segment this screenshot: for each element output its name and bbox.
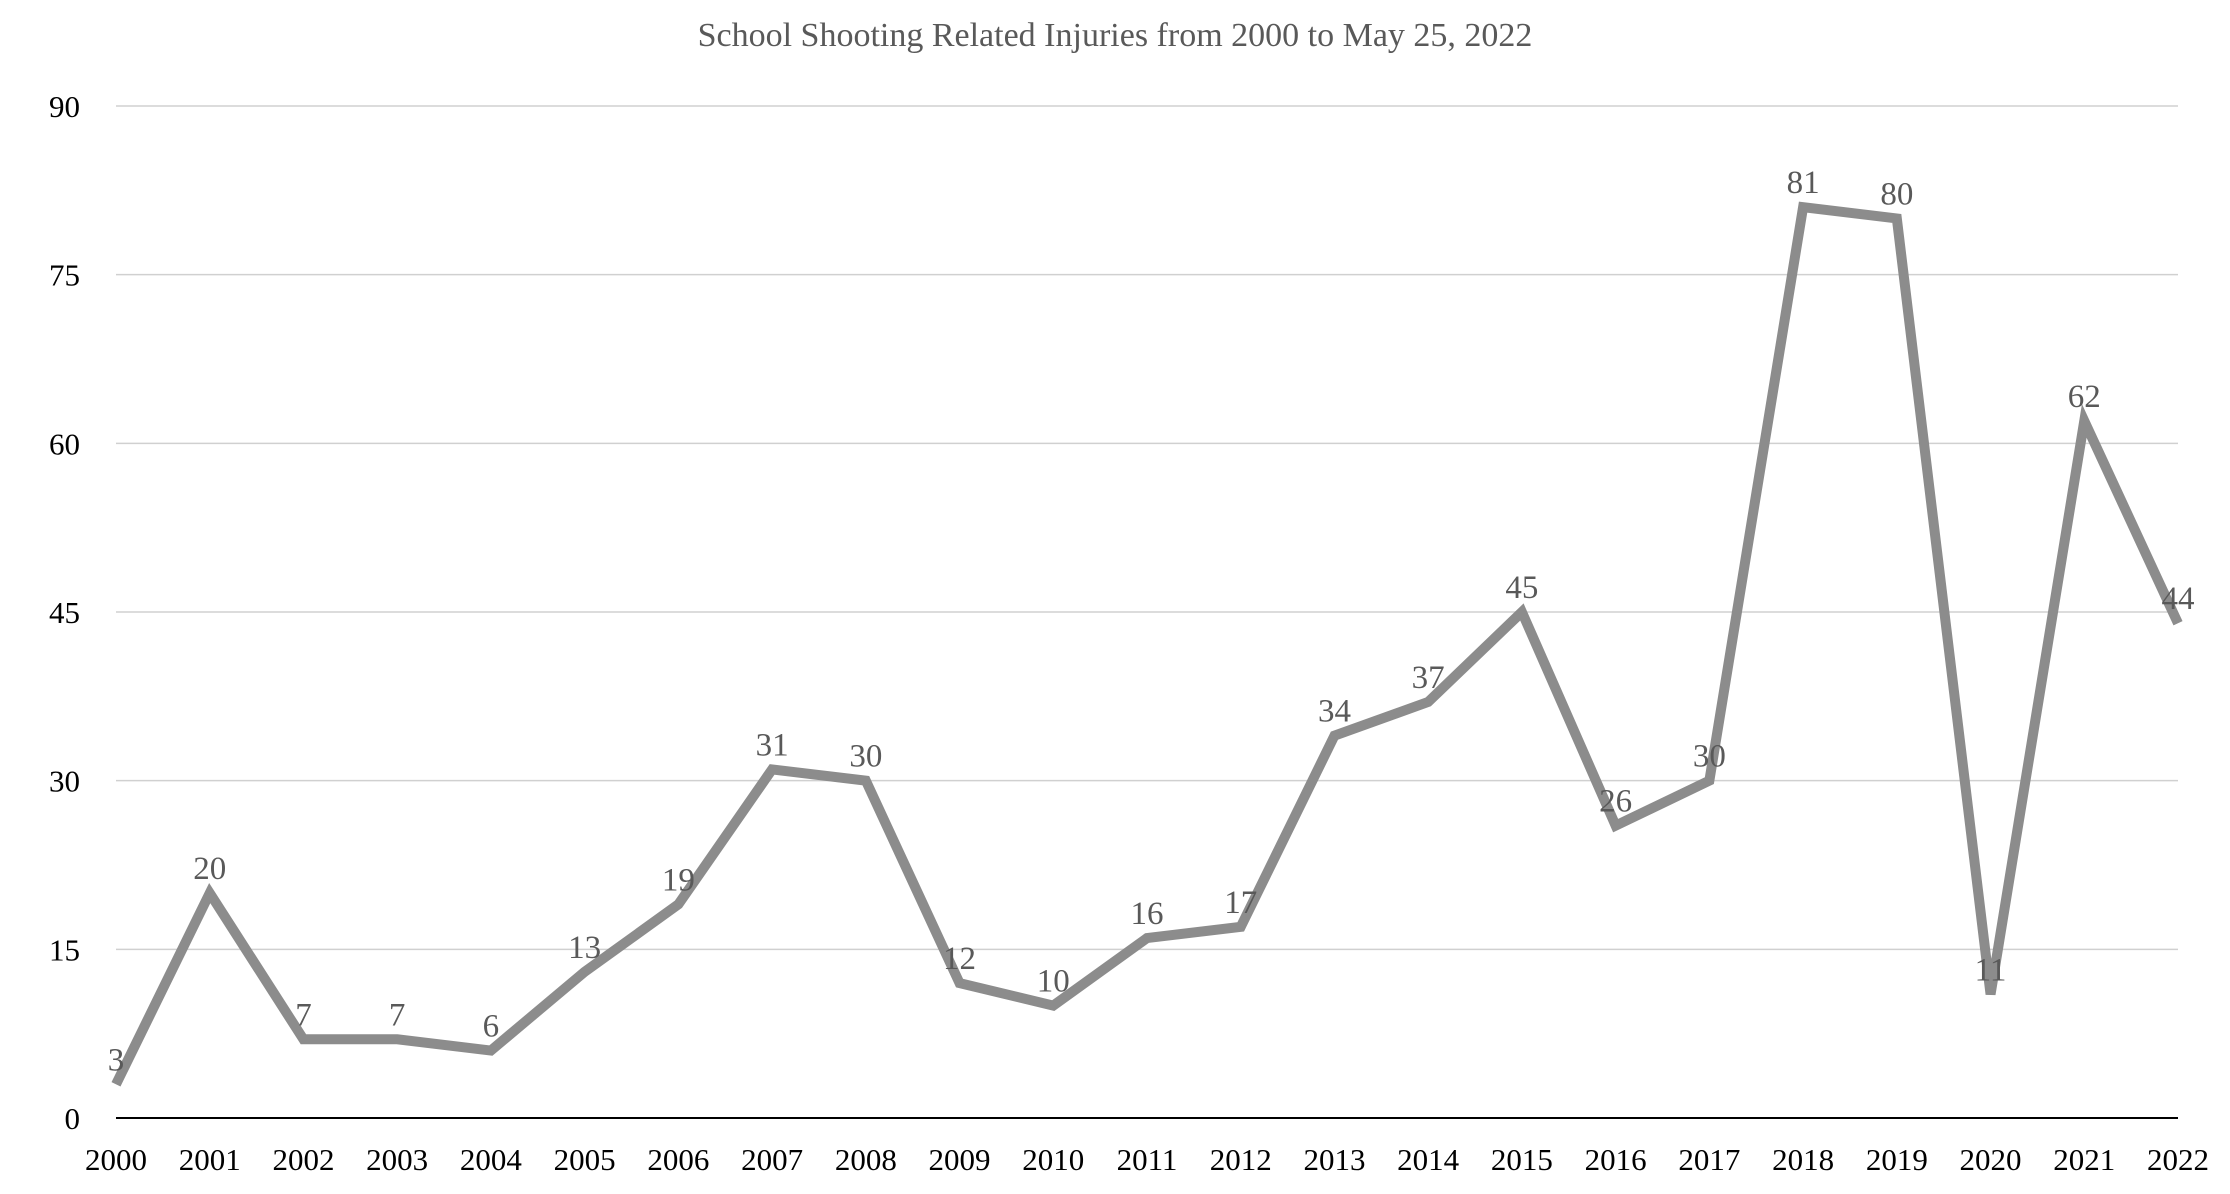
y-tick-label-30: 30: [49, 764, 80, 799]
x-tick-label-2012: 2012: [1210, 1142, 1272, 1177]
data-label-2011: 16: [1131, 896, 1164, 932]
data-label-2017: 30: [1693, 739, 1726, 775]
y-tick-label-45: 45: [49, 595, 80, 630]
y-tick-label-90: 90: [49, 89, 80, 124]
x-tick-label-2004: 2004: [460, 1142, 523, 1177]
x-tick-label-2010: 2010: [1022, 1142, 1084, 1177]
data-label-2003: 7: [389, 997, 406, 1033]
data-label-2019: 80: [1880, 176, 1913, 212]
x-tick-label-2017: 2017: [1678, 1142, 1740, 1177]
y-tick-label-15: 15: [49, 932, 80, 967]
data-label-2014: 37: [1412, 660, 1445, 696]
x-tick-label-2022: 2022: [2147, 1142, 2209, 1177]
x-tick-label-2006: 2006: [647, 1142, 709, 1177]
series-line-injuries: [111, 201, 2183, 1087]
x-tick-label-2009: 2009: [929, 1142, 991, 1177]
data-label-2002: 7: [295, 997, 312, 1033]
chart-title: School Shooting Related Injuries from 20…: [698, 17, 1533, 54]
x-tick-label-2011: 2011: [1117, 1142, 1178, 1177]
x-tick-label-2018: 2018: [1772, 1142, 1834, 1177]
data-label-2020: 11: [1975, 952, 2007, 988]
data-label-2005: 13: [568, 930, 601, 966]
x-tick-label-2020: 2020: [1960, 1142, 2022, 1177]
x-tick-label-2019: 2019: [1866, 1142, 1928, 1177]
data-labels: 3 20 7 7 6 13 19 31 30 12 10 16 17 34 37 45 26 30 81 80 11 62…: [108, 165, 2195, 1078]
y-tick-label-75: 75: [49, 258, 80, 293]
data-label-2009: 12: [943, 941, 976, 977]
x-tick-label-2013: 2013: [1303, 1142, 1365, 1177]
x-tick-label-2016: 2016: [1585, 1142, 1647, 1177]
x-tick-label-2008: 2008: [835, 1142, 897, 1177]
x-tick-label-2015: 2015: [1491, 1142, 1553, 1177]
y-tick-label-0: 0: [65, 1101, 81, 1136]
data-label-2006: 19: [662, 862, 695, 898]
data-label-2000: 3: [108, 1042, 125, 1078]
x-tick-label-2005: 2005: [554, 1142, 616, 1177]
x-tick-label-2014: 2014: [1397, 1142, 1460, 1177]
y-axis-ticks: 0 15 30 45 60 75 90: [49, 89, 80, 1136]
data-label-2022: 44: [2162, 581, 2195, 617]
data-label-2013: 34: [1318, 694, 1351, 730]
data-label-2008: 30: [849, 739, 882, 775]
x-tick-label-2002: 2002: [272, 1142, 334, 1177]
x-axis-ticks: 2000 2001 2002 2003 2004 2005 2006 2007 2008 2009…: [85, 1142, 2209, 1177]
data-label-2021: 62: [2068, 379, 2101, 415]
data-label-2010: 10: [1037, 964, 1070, 1000]
data-label-2018: 81: [1787, 165, 1820, 201]
data-label-2012: 17: [1224, 885, 1257, 921]
data-label-2004: 6: [483, 1009, 500, 1045]
x-tick-label-2021: 2021: [2053, 1142, 2115, 1177]
x-tick-label-2003: 2003: [366, 1142, 428, 1177]
y-tick-label-60: 60: [49, 426, 80, 461]
data-label-2007: 31: [756, 727, 789, 763]
data-label-2015: 45: [1505, 570, 1538, 606]
x-tick-label-2007: 2007: [741, 1142, 803, 1177]
gridlines: [116, 105, 2178, 951]
x-tick-label-2001: 2001: [179, 1142, 241, 1177]
data-label-2016: 26: [1599, 784, 1632, 820]
data-label-2001: 20: [193, 851, 226, 887]
x-tick-label-2000: 2000: [85, 1142, 147, 1177]
